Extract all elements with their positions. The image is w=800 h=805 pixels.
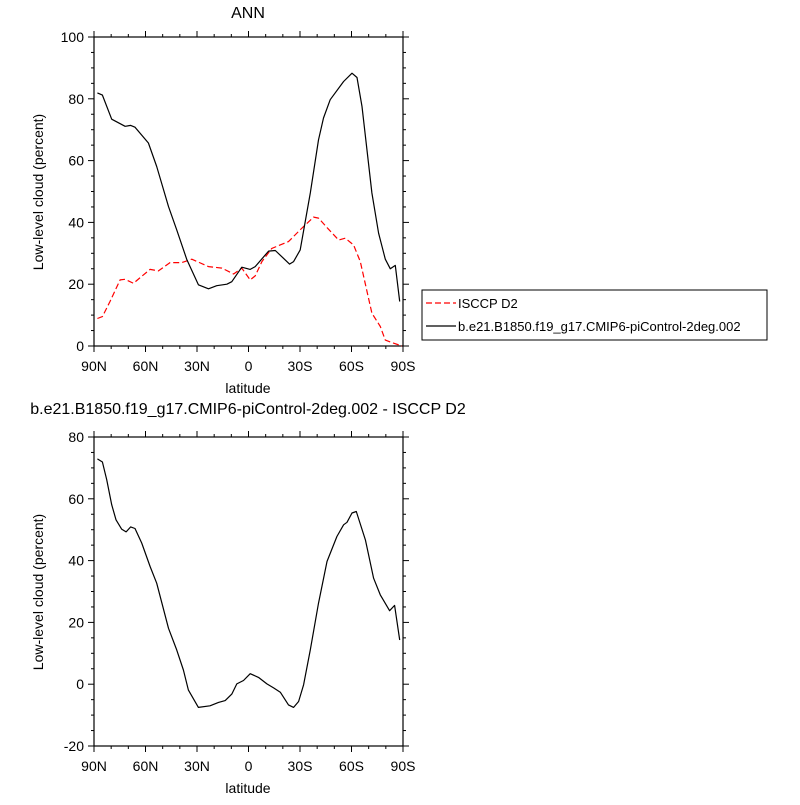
chart-title: b.e21.B1850.f19_g17.CMIP6-piControl-2deg… bbox=[30, 401, 466, 418]
x-tick-label: 90N bbox=[81, 758, 107, 774]
plot-frame bbox=[93, 436, 404, 747]
y-tick-label: 20 bbox=[68, 614, 84, 630]
series-line-1 bbox=[97, 72, 401, 302]
y-axis-label: Low-level cloud (percent) bbox=[30, 514, 46, 670]
y-tick-label: 40 bbox=[68, 553, 84, 569]
x-axis-label: latitude bbox=[225, 780, 270, 796]
legend-label-model: b.e21.B1850.f19_g17.CMIP6-piControl-2deg… bbox=[458, 319, 741, 334]
x-tick-label: 0 bbox=[245, 358, 253, 374]
series-line-0 bbox=[97, 216, 403, 347]
y-tick-label: 40 bbox=[68, 214, 84, 230]
legend-box bbox=[421, 289, 768, 341]
x-tick-label: 30S bbox=[288, 758, 313, 774]
y-tick-label: 0 bbox=[76, 676, 84, 692]
x-tick-label: 60N bbox=[133, 358, 159, 374]
y-tick-label: 0 bbox=[76, 338, 84, 354]
legend: ISCCP D2 b.e21.B1850.f19_g17.CMIP6-piCon… bbox=[421, 289, 768, 341]
x-tick-label: 30S bbox=[288, 358, 313, 374]
top-chart: ANN latitude Low-level cloud (percent) 9… bbox=[30, 5, 415, 396]
x-tick-label: 30N bbox=[184, 758, 210, 774]
chart-title: ANN bbox=[231, 5, 265, 22]
x-tick-label: 60S bbox=[339, 358, 364, 374]
x-axis-label: latitude bbox=[225, 380, 270, 396]
x-tick-label: 60S bbox=[339, 758, 364, 774]
series-line-0 bbox=[97, 458, 401, 709]
x-tick-label: 90S bbox=[391, 758, 416, 774]
x-tick-label: 60N bbox=[133, 758, 159, 774]
y-tick-label: 60 bbox=[68, 491, 84, 507]
x-tick-label: 90N bbox=[81, 358, 107, 374]
y-tick-label: 20 bbox=[68, 276, 84, 292]
bottom-chart: b.e21.B1850.f19_g17.CMIP6-piControl-2deg… bbox=[30, 401, 466, 796]
y-tick-label: 100 bbox=[61, 29, 85, 45]
x-tick-label: 0 bbox=[245, 758, 253, 774]
plot-frame bbox=[93, 36, 404, 347]
x-tick-label: 90S bbox=[391, 358, 416, 374]
legend-label-isccp: ISCCP D2 bbox=[458, 296, 518, 311]
y-tick-label: 80 bbox=[68, 91, 84, 107]
x-tick-label: 30N bbox=[184, 358, 210, 374]
y-tick-label: 60 bbox=[68, 153, 84, 169]
y-tick-label: 80 bbox=[68, 429, 84, 445]
y-axis-label: Low-level cloud (percent) bbox=[30, 114, 46, 270]
y-tick-label: -20 bbox=[64, 738, 84, 754]
